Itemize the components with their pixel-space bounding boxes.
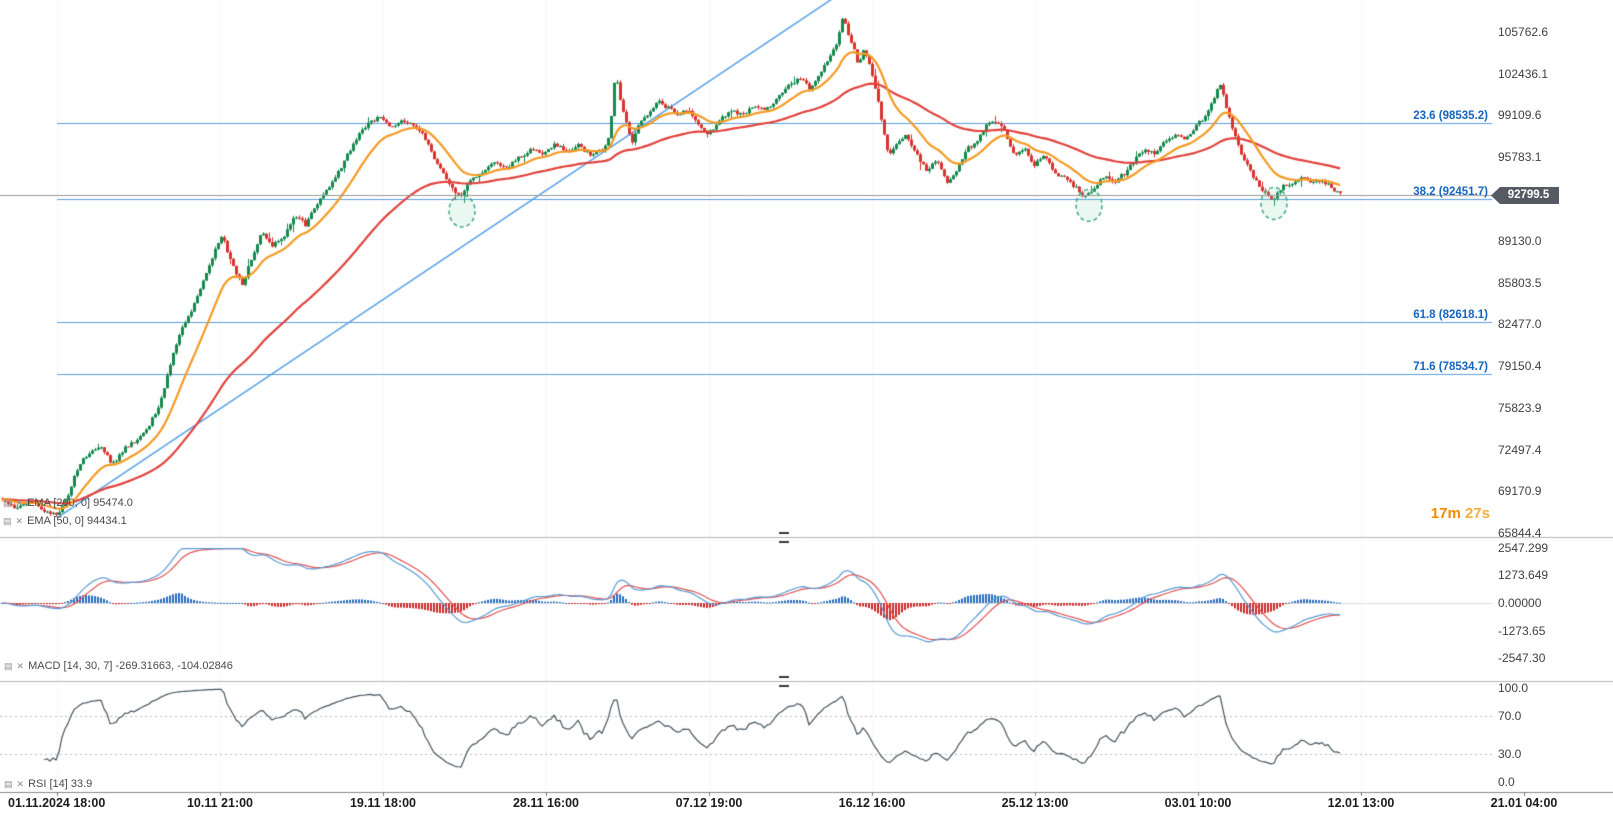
ema50-label-text: EMA [50, 0] 94434.1 <box>27 515 127 527</box>
close-icon[interactable]: ✕ <box>15 497 24 508</box>
close-icon[interactable]: ✕ <box>15 515 24 526</box>
ema200-label-text: EMA [200, 0] 95474.0 <box>27 497 133 509</box>
close-icon[interactable]: ✕ <box>16 778 25 789</box>
list-icon[interactable]: ▤ <box>3 497 12 508</box>
current-price-value: 92799.5 <box>1507 189 1550 201</box>
list-icon[interactable]: ▤ <box>4 660 13 671</box>
list-icon[interactable]: ▤ <box>3 515 12 526</box>
close-icon[interactable]: ✕ <box>16 660 25 671</box>
macd-label-text: MACD [14, 30, 7] -269.31663, -104.02846 <box>28 660 233 672</box>
timer-minutes: 17m <box>1430 505 1461 522</box>
indicator-label-ema200[interactable]: ▤ ✕ EMA [200, 0] 95474.0 <box>3 497 133 509</box>
indicator-label-macd[interactable]: ▤ ✕ MACD [14, 30, 7] -269.31663, -104.02… <box>4 660 233 672</box>
timer-seconds: 27s <box>1464 505 1490 522</box>
list-icon[interactable]: ▤ <box>4 778 13 789</box>
indicator-label-ema50[interactable]: ▤ ✕ EMA [50, 0] 94434.1 <box>3 515 127 527</box>
indicator-label-rsi[interactable]: ▤ ✕ RSI [14] 33.9 <box>4 778 92 790</box>
candle-countdown-timer: 17m 27s <box>1390 505 1490 522</box>
rsi-label-text: RSI [14] 33.9 <box>28 778 93 790</box>
current-price-badge: 92799.5 <box>1491 187 1559 204</box>
